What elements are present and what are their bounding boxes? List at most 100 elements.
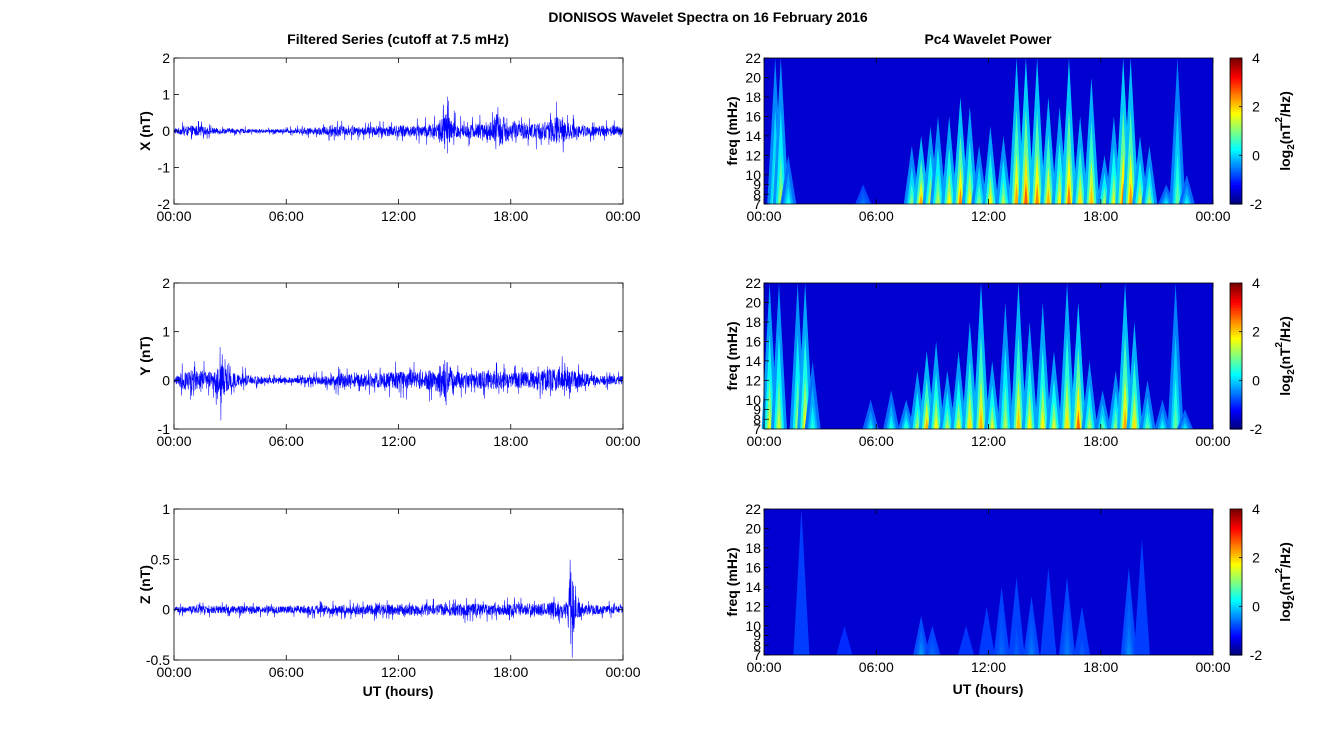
spectrum-x-event-9-level-2 bbox=[957, 166, 964, 204]
spectrum-y-colorbar-tick-label: 0 bbox=[1252, 372, 1260, 388]
spectrum-z-colorbar-swatch bbox=[1230, 608, 1242, 612]
spectrum-x-colorbar-swatch bbox=[1230, 99, 1242, 103]
spectrum-z-colorbar-swatch bbox=[1230, 552, 1242, 556]
spectrum-x-colorbar-label-part: /Hz) bbox=[1277, 91, 1293, 117]
spectrum-x-event-17-level-3 bbox=[1046, 187, 1051, 204]
spectrum-x-y-tick-label: 18 bbox=[745, 89, 761, 105]
spectrum-x-colorbar-swatch bbox=[1230, 152, 1242, 156]
spectrum-z-event-13-level-0 bbox=[1133, 538, 1150, 655]
spectrum-x-event-23-level-3 bbox=[1112, 190, 1116, 204]
spectrum-x-colorbar-label-part: (nT bbox=[1277, 122, 1293, 144]
series-z-x-tick-label: 06:00 bbox=[269, 664, 304, 680]
spectrum-y-event-17-level-3 bbox=[1016, 407, 1021, 429]
spectrum-y-colorbar-swatch bbox=[1230, 426, 1242, 430]
spectrum-y-y-tick-label: 7 bbox=[753, 421, 761, 437]
spectrum-z-colorbar-swatch bbox=[1230, 523, 1242, 527]
spectrum-x-colorbar-swatch bbox=[1230, 184, 1242, 188]
spectrum-y-event-19-level-3 bbox=[1040, 410, 1045, 429]
spectrum-z-colorbar-swatch bbox=[1230, 540, 1242, 544]
spectrum-y-colorbar-swatch bbox=[1230, 290, 1242, 294]
series-y-y-axis-label: Y (nT) bbox=[137, 336, 153, 375]
spectrum-y-event-25-level-2 bbox=[1112, 408, 1119, 429]
spectrum-z-colorbar-tick-label: 0 bbox=[1252, 598, 1260, 614]
spectrum-y-event-7-level-2 bbox=[903, 418, 910, 429]
spectrum-y-event-24-level-3 bbox=[1100, 423, 1105, 429]
spectrum-z-colorbar-swatch bbox=[1230, 606, 1242, 610]
spectrum-x-event-3-level-2 bbox=[860, 197, 867, 204]
spectrum-z-event-10-level-2 bbox=[1063, 627, 1071, 655]
series-x-line bbox=[173, 96, 624, 154]
spectrum-x-colorbar-tick-label: -2 bbox=[1250, 196, 1263, 212]
spectrum-z-x-tick-label: 00:00 bbox=[746, 659, 781, 675]
spectrum-y-colorbar-swatch bbox=[1230, 297, 1242, 301]
spectrum-y-colorbar-swatch bbox=[1230, 377, 1242, 381]
spectrum-z-colorbar-label-part: /Hz) bbox=[1277, 542, 1293, 568]
spectrum-y-colorbar-swatch bbox=[1230, 307, 1242, 311]
spectrum-y-event-1-level-2 bbox=[775, 377, 783, 429]
spectrum-z-event-6-level-2 bbox=[998, 631, 1005, 655]
spectrum-x-colorbar-swatch bbox=[1230, 92, 1242, 96]
spectrum-z-event-12-level-3 bbox=[1127, 641, 1131, 655]
spectrum-x-colorbar-swatch bbox=[1230, 77, 1242, 81]
spectrum-x-event-21-level-3 bbox=[1089, 185, 1094, 204]
spectrum-y-colorbar-swatch bbox=[1230, 285, 1242, 289]
spectrum-y-colorbar-swatch bbox=[1230, 346, 1242, 350]
spectrum-x-colorbar-swatch bbox=[1230, 131, 1242, 135]
spectrum-x-colorbar-tick-label: 0 bbox=[1252, 147, 1260, 163]
spectrum-y-x-tick-label: 00:00 bbox=[746, 433, 781, 449]
spectrum-z-colorbar-swatch bbox=[1230, 596, 1242, 600]
spectrum-z-y-tick-label: 14 bbox=[745, 579, 761, 595]
spectrum-z-colorbar-swatch bbox=[1230, 642, 1242, 646]
spectrum-y-event-4-level-2 bbox=[809, 405, 816, 429]
spectrum-x-colorbar-swatch bbox=[1230, 123, 1242, 127]
spectrum-x-event-8-level-3 bbox=[947, 190, 952, 204]
spectrum-y-colorbar-swatch bbox=[1230, 283, 1242, 287]
spectrum-z-colorbar-swatch bbox=[1230, 582, 1242, 586]
spectrum-z-colorbar-swatch bbox=[1230, 511, 1242, 515]
series-z-y-tick-label: 0.5 bbox=[151, 551, 171, 567]
spectrum-z-event-0-level-0 bbox=[793, 509, 810, 655]
spectrum-y-colorbar-swatch bbox=[1230, 365, 1242, 369]
spectrum-y-event-31-level-2 bbox=[1181, 422, 1189, 429]
spectrum-x-events bbox=[767, 58, 1195, 204]
spectrum-z-colorbar-swatch bbox=[1230, 533, 1242, 537]
spectrum-y-event-16-level-2 bbox=[1002, 384, 1009, 429]
spectrum-z-y-tick-label: 7 bbox=[753, 647, 761, 663]
series-x-x-tick-label: 06:00 bbox=[269, 208, 304, 224]
spectrum-z-colorbar-swatch bbox=[1230, 543, 1242, 547]
spectrum-y-event-21-level-2 bbox=[1063, 377, 1071, 429]
series-y-plot-area bbox=[174, 283, 623, 429]
spectrum-z-colorbar-swatch bbox=[1230, 616, 1242, 620]
series-x-y-axis-label: X (nT) bbox=[137, 111, 153, 151]
spectrum-y-colorbar-swatch bbox=[1230, 336, 1242, 340]
spectrum-x-event-30-level-3 bbox=[1185, 199, 1189, 204]
spectrum-y-colorbar-swatch bbox=[1230, 348, 1242, 352]
spectrum-y-event-28-level-3 bbox=[1145, 421, 1150, 429]
spectrum-y-colorbar-tick-label: 2 bbox=[1252, 324, 1260, 340]
spectrum-z-event-2-level-3 bbox=[919, 649, 923, 655]
spectrum-y-colorbar-label-part: log bbox=[1277, 375, 1293, 396]
spectrum-x-colorbar-swatch bbox=[1230, 126, 1242, 130]
spectrum-y-colorbar-swatch bbox=[1230, 302, 1242, 306]
spectrum-z-y-tick-label: 9 bbox=[753, 628, 761, 644]
spectrum-x-y-tick-label: 12 bbox=[745, 147, 761, 163]
spectrum-y-colorbar-swatch bbox=[1230, 338, 1242, 342]
spectrum-z-event-3-level-3 bbox=[930, 650, 935, 655]
spectrum-y-colorbar-swatch bbox=[1230, 309, 1242, 313]
spectrum-y-colorbar-swatch bbox=[1230, 397, 1242, 401]
spectrum-x-colorbar-tick-label: 2 bbox=[1252, 99, 1260, 115]
spectrum-x-colorbar-swatch bbox=[1230, 186, 1242, 190]
spectrum-z-colorbar-swatch bbox=[1230, 647, 1242, 651]
spectrum-y-colorbar-tick-label: 4 bbox=[1252, 275, 1260, 291]
spectrum-x-colorbar-swatch bbox=[1230, 165, 1242, 169]
spectrum-x-colorbar-swatch bbox=[1230, 145, 1242, 149]
spectrum-y-event-29-level-2 bbox=[1159, 418, 1166, 429]
spectrum-x-event-27-level-3 bbox=[1147, 195, 1152, 204]
spectrum-z-y-tick-label: 20 bbox=[745, 520, 761, 536]
spectrum-x-event-23-level-2 bbox=[1110, 173, 1117, 204]
spectrum-x-colorbar-tick-label: 4 bbox=[1252, 50, 1260, 66]
spectrum-y-colorbar-swatch bbox=[1230, 407, 1242, 411]
spectrum-x-colorbar-swatch bbox=[1230, 191, 1242, 195]
series-z-y-tick-label: 1 bbox=[162, 501, 170, 517]
series-y-line bbox=[173, 347, 624, 421]
